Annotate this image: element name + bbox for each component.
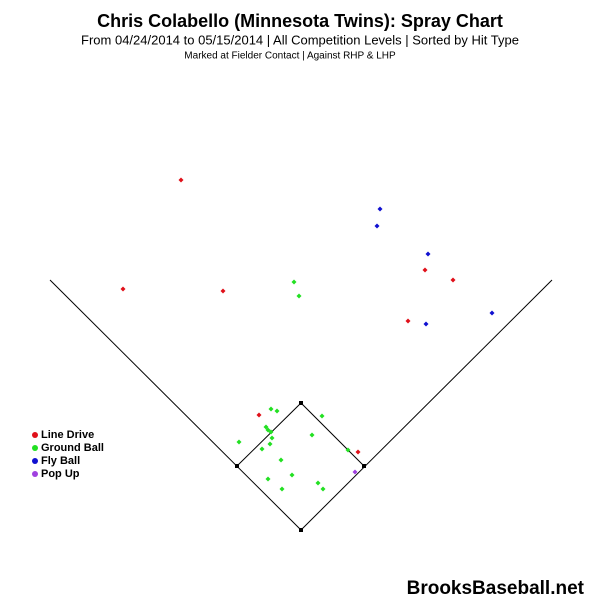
second-base (299, 401, 303, 405)
point (274, 408, 280, 414)
point (405, 318, 411, 324)
legend-marker (32, 445, 38, 451)
foul-line (49, 279, 302, 531)
point (315, 480, 321, 486)
point (220, 288, 226, 294)
point (309, 432, 315, 438)
point (377, 206, 383, 212)
legend-marker (32, 432, 38, 438)
point (374, 223, 380, 229)
point (425, 251, 431, 257)
point (265, 476, 271, 482)
third-base (235, 464, 239, 468)
point (320, 486, 326, 492)
chart-subtitle: From 04/24/2014 to 05/15/2014 | All Comp… (81, 32, 519, 47)
legend-label: Pop Up (41, 468, 80, 480)
point (267, 441, 273, 447)
watermark: BrooksBaseball.net (407, 578, 585, 599)
home-plate (299, 528, 303, 532)
foul-line (300, 279, 553, 531)
point (269, 435, 275, 441)
point (319, 413, 325, 419)
point (450, 277, 456, 283)
legend-marker (32, 458, 38, 464)
point (489, 310, 495, 316)
point (279, 486, 285, 492)
legend-label: Fly Ball (41, 455, 80, 467)
point (289, 472, 295, 478)
field (49, 279, 553, 532)
point (268, 406, 274, 412)
point (278, 457, 284, 463)
point (268, 429, 274, 435)
point (259, 446, 265, 452)
point (422, 267, 428, 273)
legend-marker (32, 471, 38, 477)
first-base (362, 464, 366, 468)
point (352, 469, 358, 475)
point (296, 293, 302, 299)
legend-label: Line Drive (41, 429, 94, 441)
point (423, 321, 429, 327)
chart-title: Chris Colabello (Minnesota Twins): Spray… (97, 11, 503, 31)
infield (236, 402, 365, 467)
point (256, 412, 262, 418)
point (345, 447, 351, 453)
point (355, 449, 361, 455)
point (178, 177, 184, 183)
point (236, 439, 242, 445)
legend-label: Ground Ball (41, 442, 104, 454)
point (120, 286, 126, 292)
chart-note: Marked at Fielder Contact | Against RHP … (184, 51, 396, 62)
point (291, 279, 297, 285)
